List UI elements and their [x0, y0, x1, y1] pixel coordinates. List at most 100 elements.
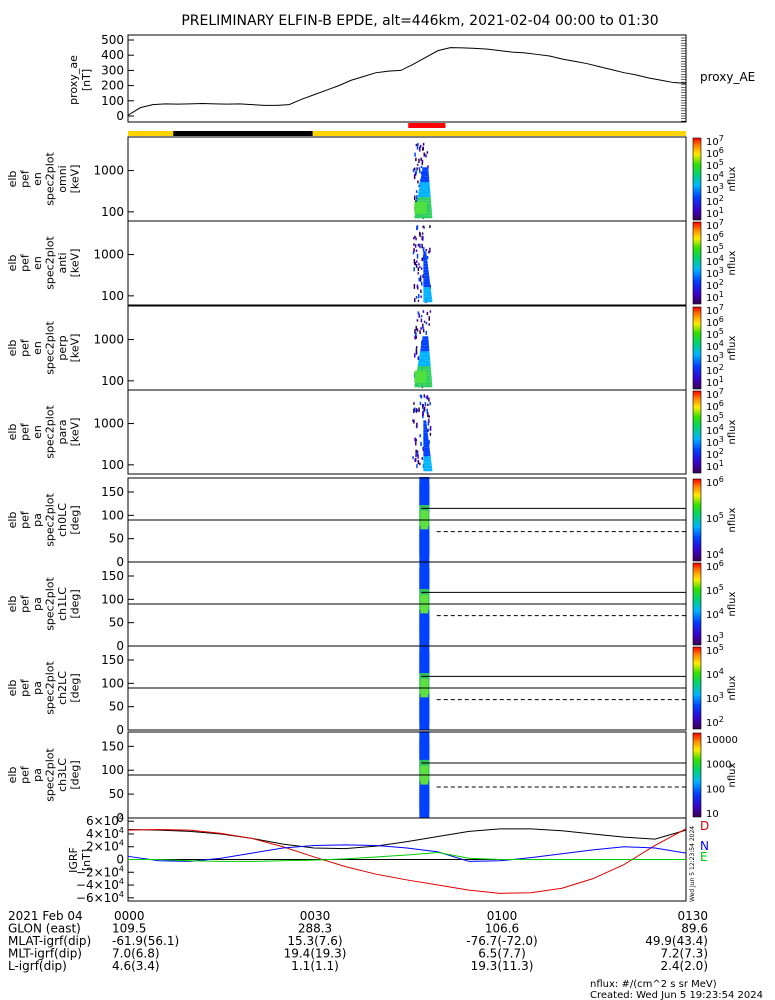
heat-cell — [414, 384, 433, 388]
colorbar-tick-label: 101 — [706, 459, 724, 473]
heat-speckle — [416, 144, 419, 150]
heat-cell — [423, 266, 429, 270]
colorbar-tick-label: 104 — [706, 667, 724, 681]
heat-speckle — [416, 260, 418, 263]
heat-cell — [419, 802, 430, 818]
heat-speckle — [426, 151, 429, 154]
heat-cell — [414, 215, 433, 219]
heat-cell — [423, 447, 430, 451]
heat-cell — [418, 191, 431, 195]
heat-speckle — [428, 415, 431, 418]
heat-cell — [423, 260, 428, 264]
heat-speckle — [428, 418, 430, 423]
ylabel-line: [keV] — [69, 165, 82, 194]
heat-speckle — [419, 243, 421, 247]
y-tick-label: 100 — [101, 374, 124, 388]
heat-speckle — [413, 267, 415, 272]
heat-cell — [423, 284, 431, 288]
heat-speckle — [415, 346, 418, 349]
ylabel-line: para — [56, 420, 69, 445]
ae-tick-label: 100 — [101, 94, 124, 108]
heat-speckle — [413, 283, 416, 289]
ephemeris-table: 2021 Feb 04 0000 0030 0100 0130 GLON (east) 10… — [8, 909, 708, 973]
ylabel-line: [keV] — [69, 334, 82, 363]
heat-speckle — [415, 237, 417, 241]
proxy-ae-right-label: proxy_AE — [700, 70, 755, 84]
heat-speckle — [415, 157, 417, 162]
heat-cell — [423, 293, 432, 297]
heat-speckle — [413, 174, 416, 180]
heat-speckle — [427, 421, 430, 426]
heat-speckle — [418, 263, 420, 266]
igrf-series-black — [127, 828, 687, 850]
heat-speckle — [419, 246, 421, 249]
heat-cell — [416, 369, 432, 373]
colorbar-label: nflux — [727, 419, 738, 444]
panel-frame — [127, 389, 687, 475]
heat-speckle — [417, 180, 419, 184]
ephemeris-value: 0130 — [677, 909, 708, 923]
y-tick-label: 50 — [109, 787, 124, 801]
y-tick-label: 150 — [101, 653, 124, 667]
proxy-ae-right-minor-ticks — [681, 37, 686, 122]
y-tick-label: 100 — [101, 763, 124, 777]
heat-speckle — [417, 143, 419, 146]
igrf-lines — [127, 828, 687, 894]
heat-cell — [417, 197, 431, 201]
heat-cell — [423, 278, 430, 282]
heat-cell — [423, 299, 433, 303]
heat-cell — [423, 269, 429, 273]
ae-tick-label: 0 — [116, 109, 124, 123]
heat-speckle — [416, 195, 418, 199]
ylabel-line: pa — [31, 597, 44, 611]
ae-tick-label: 500 — [101, 33, 124, 47]
heat-speckle — [422, 323, 424, 329]
igrf-tick-label: −4×104 — [76, 877, 124, 892]
heat-cell — [423, 429, 428, 433]
colorbar-tick-label: 10 — [706, 809, 719, 820]
heat-cell — [423, 254, 427, 258]
heat-speckle — [429, 225, 431, 229]
heat-speckle — [413, 195, 416, 201]
y-tick-label: 1000 — [93, 248, 124, 262]
heat-speckle — [421, 161, 424, 165]
heat-cell — [421, 170, 429, 174]
heat-speckle — [425, 396, 428, 399]
ylabel-line: spec2plot — [44, 577, 57, 631]
heat-speckle — [425, 330, 428, 335]
heat-speckle — [421, 147, 424, 151]
igrf-ylabel-1: IGRF — [67, 847, 80, 873]
heat-cell — [423, 432, 428, 436]
heat-speckle — [422, 247, 425, 252]
heat-cell — [423, 420, 427, 424]
ylabel-line: spec2plot — [44, 152, 57, 206]
heat-speckle — [415, 454, 417, 458]
heat-speckle — [425, 248, 428, 252]
heat-cell — [414, 201, 427, 214]
heat-speckle — [418, 407, 420, 413]
colorbar-tick-label: 105 — [706, 583, 724, 597]
proxy-ae-frame — [127, 34, 687, 123]
heat-cell — [420, 179, 430, 183]
heat-cell — [423, 251, 427, 255]
heat-speckle — [428, 250, 430, 254]
heat-speckle — [418, 184, 420, 188]
heat-cell — [421, 339, 429, 343]
igrf-ylabel-2: [nT] — [80, 849, 93, 871]
heat-speckle — [418, 277, 420, 282]
y-tick-label: 50 — [109, 700, 124, 714]
ylabel-line: anti — [56, 252, 69, 273]
heat-cell — [420, 345, 430, 349]
ylabel-line: en — [31, 256, 44, 270]
heat-speckle — [422, 274, 424, 278]
heat-cell — [418, 357, 431, 361]
heat-speckle — [415, 325, 418, 331]
heat-speckle — [417, 454, 419, 459]
heat-speckle — [414, 152, 416, 157]
ylabel-line: [keV] — [69, 418, 82, 447]
heat-speckle — [422, 326, 424, 330]
igrf-legend-n: N — [700, 839, 709, 853]
ylabel-line: pef — [19, 510, 32, 529]
ylabel-line: ch1LC — [56, 587, 69, 621]
